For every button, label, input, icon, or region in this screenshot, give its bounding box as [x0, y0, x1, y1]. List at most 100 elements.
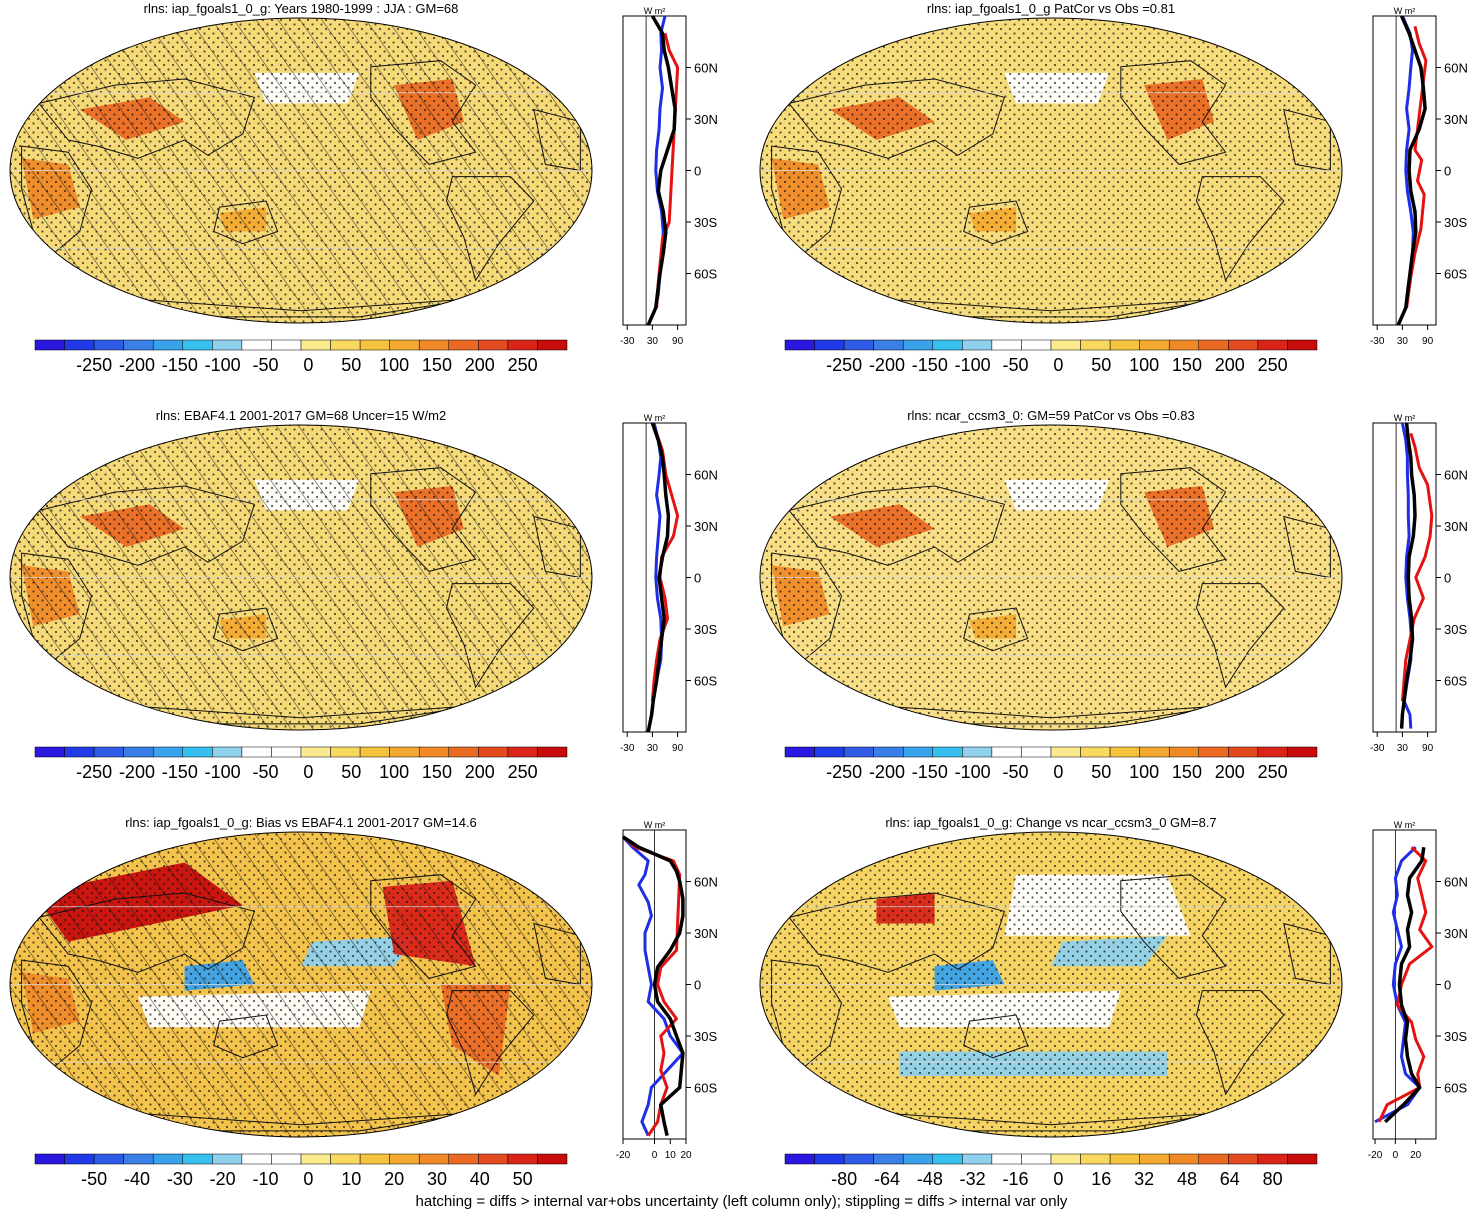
colorbar-tick-label: -150 [912, 762, 948, 782]
colorbar-swatch [448, 339, 479, 351]
black-zonal-line [622, 835, 685, 1136]
colorbar-swatch [241, 339, 272, 351]
colorbar-swatch [448, 746, 479, 758]
lat-tick-label: 30N [1444, 519, 1468, 534]
coastline [445, 176, 535, 282]
colorbar-tick-label: -50 [253, 355, 279, 375]
colorbar-swatch [34, 1153, 65, 1165]
lat-tick-label: 30N [1444, 926, 1468, 941]
x-tick-label: -30 [1370, 336, 1385, 347]
colorbar-tick-label: 250 [508, 762, 538, 782]
colorbar-swatch [814, 746, 845, 758]
zonal-mean-plot: W m² 60N 30N 0 30S 60S -20 0 10 20 [616, 820, 718, 1161]
lat-tick-label: 30S [1444, 1029, 1467, 1044]
colorbar-swatch [212, 746, 243, 758]
colorbar-swatch [873, 746, 904, 758]
x-tick-label: 30 [1397, 336, 1409, 347]
map-title: rlns: ncar_ccsm3_0: GM=59 PatCor vs Obs … [907, 408, 1195, 423]
coastline [788, 892, 1006, 973]
colorbar-tick-label: -10 [253, 1169, 279, 1189]
colorbar-swatch [1257, 339, 1288, 351]
colorbar-swatch [902, 1153, 934, 1165]
colorbar-tick-label: -50 [1003, 762, 1029, 782]
coastline [21, 552, 93, 664]
colorbar-tick-label: 0 [303, 762, 313, 782]
black-zonal-line [646, 15, 677, 326]
colorbar-swatch [1168, 746, 1200, 758]
colorbar-tick-label: 150 [422, 762, 452, 782]
colorbar-swatch [991, 746, 1022, 758]
lat-tick-label: 0 [694, 571, 701, 586]
zonal-mean-plot: W m² 60N 30N 0 30S 60S -30 30 90 [1370, 6, 1468, 347]
colorbar-swatch [123, 339, 154, 351]
colorbar-swatch [359, 339, 390, 351]
coastline [38, 892, 256, 973]
colorbar-tick-label: -100 [955, 355, 991, 375]
colorbar-swatch [1050, 1153, 1081, 1165]
colorbar-tick-label: 20 [384, 1169, 404, 1189]
colorbar-swatch [212, 1153, 243, 1165]
colorbar-tick-label: -30 [167, 1169, 193, 1189]
lat-tick-label: 60N [1444, 468, 1468, 483]
colorbar-swatch [1021, 746, 1052, 758]
colorbar-swatch [1168, 339, 1200, 351]
colorbar-tick-label: -250 [76, 355, 112, 375]
colorbar-swatch [962, 339, 993, 351]
coastline [370, 874, 477, 979]
colorbar-tick-label: -50 [81, 1169, 107, 1189]
colorbar-swatch [1257, 1153, 1288, 1165]
colorbar-swatch [814, 339, 845, 351]
zonal-unit-label: W m² [644, 413, 666, 423]
colorbar-tick-label: -250 [76, 762, 112, 782]
colorbar-tick-label: -100 [205, 762, 241, 782]
zonal-unit-label: W m² [644, 820, 666, 830]
colorbar-tick-label: 0 [1053, 1169, 1063, 1189]
coastline [445, 990, 535, 1096]
map-outline [9, 424, 593, 731]
colorbar-tick-label: -16 [1003, 1169, 1029, 1189]
x-tick-label: -30 [1370, 743, 1385, 754]
colorbar-swatch [932, 746, 963, 758]
colorbar-swatch [359, 1153, 390, 1165]
colorbar-tick-label: 0 [303, 355, 313, 375]
colorbar-swatch [271, 1153, 302, 1165]
colorbar-swatch [1168, 1153, 1200, 1165]
colorbar-tick-label: 150 [422, 355, 452, 375]
map-title: rlns: iap_fgoals1_0_g PatCor vs Obs =0.8… [927, 1, 1175, 16]
colorbar-swatch [932, 339, 963, 351]
colorbar-tick-label: 50 [513, 1169, 533, 1189]
colorbar-tick-label: 100 [379, 762, 409, 782]
colorbar-tick-label: 10 [341, 1169, 361, 1189]
zonal-mean-plot: W m² 60N 30N 0 30S 60S -30 30 90 [620, 413, 718, 754]
map-outline [9, 831, 593, 1138]
colorbar-swatch [991, 339, 1022, 351]
coastline [213, 200, 279, 245]
x-tick-label: -30 [620, 336, 635, 347]
x-tick-label: -20 [616, 1150, 631, 1161]
lat-tick-label: 30S [694, 622, 717, 637]
lat-tick-label: 30S [694, 1029, 717, 1044]
colorbar-swatch [152, 746, 184, 758]
colorbar-swatch [1228, 1153, 1259, 1165]
x-tick-label: 90 [1422, 336, 1434, 347]
red-zonal-line [1405, 25, 1428, 309]
map-panel-5: rlns: iap_fgoals1_0_g: Bias vs EBAF4.1 2… [9, 815, 718, 1189]
colorbar-swatch [300, 746, 331, 758]
colorbar-swatch [1198, 339, 1229, 351]
colorbar-tick-label: 50 [1091, 762, 1111, 782]
lat-tick-label: 60S [1444, 1081, 1467, 1096]
zonal-mean-plot: W m² 60N 30N 0 30S 60S -30 30 90 [1370, 413, 1468, 754]
colorbar-swatch [962, 746, 993, 758]
colorbar-swatch [300, 339, 331, 351]
colorbar-swatch [330, 1153, 361, 1165]
colorbar-swatch [93, 1153, 124, 1165]
coastline [1120, 467, 1227, 572]
map-panel-2: rlns: iap_fgoals1_0_g PatCor vs Obs =0.8… [759, 1, 1468, 375]
x-tick-label: 30 [647, 743, 659, 754]
colorbar-swatch [507, 339, 538, 351]
coastline [38, 485, 256, 566]
colorbar-tick-label: -250 [826, 762, 862, 782]
colorbar-swatch [932, 1153, 963, 1165]
colorbar-tick-label: -200 [869, 762, 905, 782]
lat-tick-label: 60S [1444, 674, 1467, 689]
